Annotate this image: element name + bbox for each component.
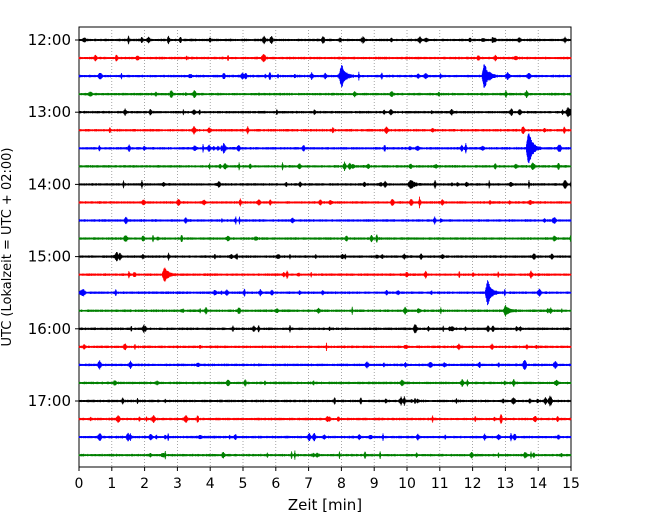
y-tick-label: 15:00	[28, 248, 71, 266]
x-tick-label: 0	[75, 476, 84, 492]
x-tick-label: 3	[173, 476, 182, 492]
x-tick-label: 7	[304, 476, 313, 492]
x-tick-label: 1	[107, 476, 116, 492]
grid-lines	[111, 27, 539, 467]
x-tick-label: 13	[496, 476, 514, 492]
x-tick-label: 15	[562, 476, 580, 492]
x-tick-label: 6	[271, 476, 280, 492]
x-tick-label: 10	[398, 476, 416, 492]
x-tick-label: 2	[140, 476, 149, 492]
x-tick-label: 11	[431, 476, 449, 492]
plot-frame	[78, 26, 572, 468]
y-axis-ticks: 12:00 13:00 14:00 15:00 16:00 17:00	[28, 31, 79, 410]
x-tick-label: 5	[239, 476, 248, 492]
x-axis-label: Zeit [min]	[288, 496, 362, 514]
y-tick-label: 17:00	[28, 392, 71, 410]
y-tick-label: 12:00	[28, 31, 71, 49]
x-tick-label: 8	[337, 476, 346, 492]
x-tick-label: 4	[206, 476, 215, 492]
x-axis-ticks: 0 1 2 3 4 5 6 7 8 9 10 11 12 13 14 15	[75, 467, 580, 492]
y-tick-label: 16:00	[28, 320, 71, 338]
x-tick-label: 14	[529, 476, 547, 492]
trace-group	[78, 35, 572, 460]
y-axis-label: UTC (Lokalzeit = UTC + 02:00)	[0, 148, 15, 347]
x-tick-label: 12	[464, 476, 482, 492]
y-tick-label: 13:00	[28, 103, 71, 121]
x-tick-label: 9	[370, 476, 379, 492]
y-tick-label: 14:00	[28, 175, 71, 193]
